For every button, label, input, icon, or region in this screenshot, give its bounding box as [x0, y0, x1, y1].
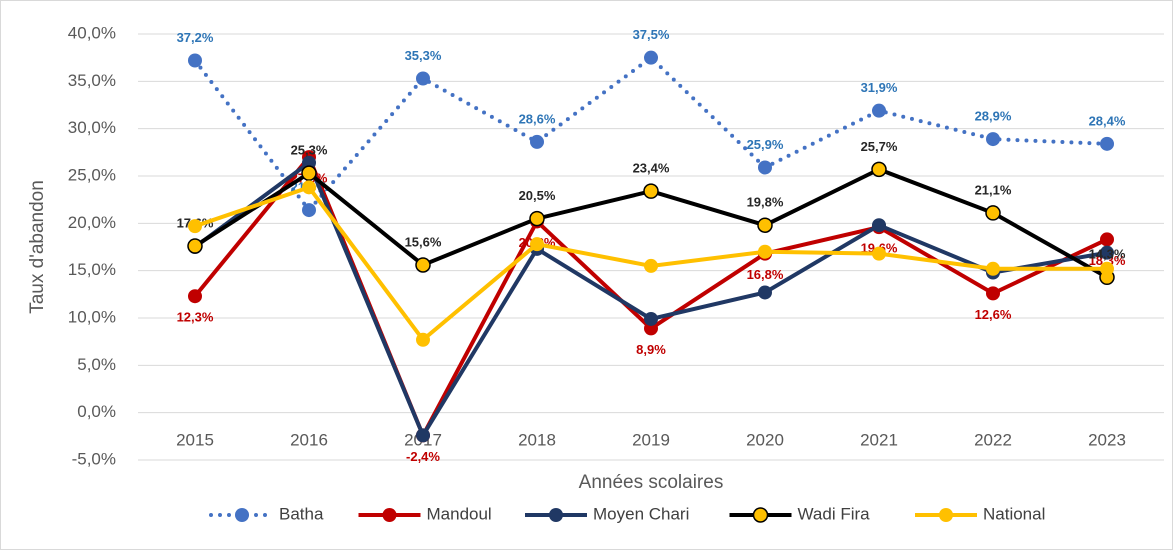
data-label: 19,8% [747, 195, 784, 210]
legend-label: Mandoul [427, 504, 492, 523]
x-tick-label: 2023 [1088, 430, 1126, 449]
x-tick-label: 2018 [518, 430, 556, 449]
data-label: 25,9% [747, 137, 784, 152]
data-label: 21,1% [975, 182, 1012, 197]
data-label: 12,6% [975, 307, 1012, 322]
legend-marker [549, 508, 563, 522]
data-point [187, 238, 203, 254]
legend-marker [939, 508, 953, 522]
data-point [643, 183, 659, 199]
legend-marker [382, 508, 397, 522]
y-tick-label: 25,0% [68, 165, 116, 184]
data-point [986, 286, 1000, 301]
data-point [872, 103, 886, 118]
data-point [416, 332, 430, 347]
data-point [188, 289, 202, 304]
data-point [1100, 245, 1114, 260]
data-point [758, 244, 772, 259]
data-point [416, 71, 430, 86]
data-label: 31,9% [861, 80, 898, 95]
data-label: 20,5% [519, 188, 556, 203]
legend-label: National [983, 504, 1045, 523]
data-point [301, 165, 317, 181]
series-line [193, 55, 1109, 214]
data-point [758, 160, 772, 175]
x-tick-label: 2015 [176, 430, 214, 449]
data-point [530, 134, 544, 149]
legend-marker [235, 508, 249, 522]
data-label: 28,4% [1089, 113, 1126, 128]
legend-label: Moyen Chari [593, 504, 689, 523]
legend-label: Batha [279, 504, 324, 523]
data-point [1100, 261, 1114, 276]
legend-marker [752, 507, 769, 523]
data-point [188, 53, 202, 68]
data-point [757, 217, 773, 233]
data-point [416, 428, 430, 443]
y-tick-label: 20,0% [68, 213, 116, 232]
data-label: 18,3% [1089, 253, 1126, 268]
data-point [188, 219, 202, 234]
data-point [302, 180, 316, 195]
data-point [644, 258, 658, 273]
data-label: 37,5% [633, 27, 670, 42]
data-point [302, 203, 316, 218]
data-label: 15,6% [405, 234, 442, 249]
data-label: 16,8% [747, 267, 784, 282]
y-axis-title: Taux d'abandon [27, 180, 48, 314]
data-point [529, 210, 545, 227]
x-tick-label: 2016 [290, 430, 328, 449]
data-point [1100, 136, 1114, 151]
x-axis-title: Années scolaires [579, 472, 724, 493]
data-label: 25,3% [291, 143, 328, 158]
y-tick-label: 10,0% [68, 307, 116, 326]
y-tick-label: 15,0% [68, 260, 116, 279]
data-point [872, 246, 886, 261]
data-point [986, 132, 1000, 147]
data-point [1100, 232, 1114, 247]
data-point [415, 257, 431, 273]
data-point [530, 237, 544, 252]
legend-label: Wadi Fira [798, 504, 871, 523]
y-tick-label: 35,0% [68, 71, 116, 90]
data-label: 8,9% [636, 342, 666, 357]
x-tick-label: 2022 [974, 430, 1012, 449]
y-tick-label: 30,0% [68, 118, 116, 137]
y-tick-label: 5,0% [77, 355, 116, 374]
data-label: 25,7% [861, 139, 898, 154]
data-label: 28,9% [975, 109, 1012, 124]
x-tick-label: 2021 [860, 430, 898, 449]
data-label: 35,3% [405, 48, 442, 63]
data-label: -2,4% [406, 449, 440, 464]
data-label: 28,6% [519, 111, 556, 126]
data-label: 37,2% [177, 30, 214, 45]
data-label: 23,4% [633, 161, 670, 176]
data-point [985, 205, 1001, 221]
y-tick-label: 40,0% [68, 23, 116, 42]
data-point [986, 261, 1000, 276]
x-tick-label: 2020 [746, 430, 784, 449]
data-point [871, 161, 887, 178]
y-tick-label: 0,0% [77, 402, 116, 421]
x-tick-label: 2019 [632, 430, 670, 449]
data-label: 14,3% [1089, 247, 1126, 262]
data-point [644, 50, 658, 65]
data-point [758, 285, 772, 300]
data-point [644, 311, 658, 326]
y-tick-label: -5,0% [72, 449, 116, 468]
data-label: 12,3% [177, 310, 214, 325]
data-point [872, 218, 886, 233]
